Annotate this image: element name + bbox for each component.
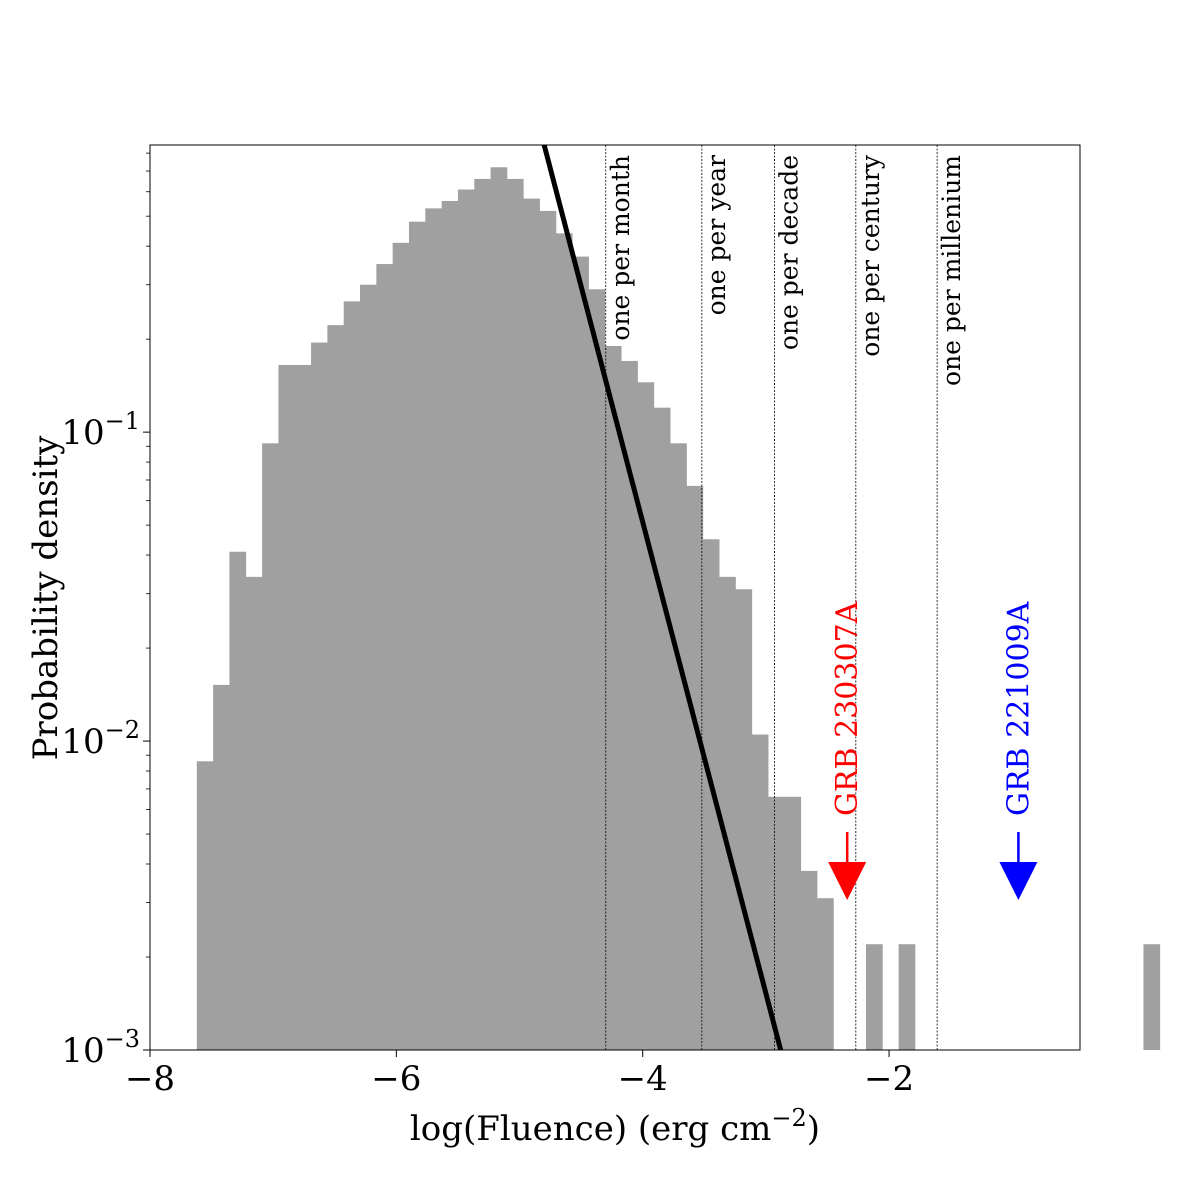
histogram-bar xyxy=(670,443,687,1050)
histogram-bar xyxy=(719,576,736,1050)
x-axis-label: log(Fluence) (erg cm−2) xyxy=(410,1104,820,1149)
x-axis: −8 −6 −4 −2 xyxy=(125,1050,914,1099)
grb-label: GRB 230307A xyxy=(830,601,865,816)
histogram-bar xyxy=(196,761,214,1050)
y-axis-label: Probability density xyxy=(26,435,66,760)
power-law-fit xyxy=(541,144,784,1051)
arrow-head-icon xyxy=(999,862,1038,900)
histogram-bar xyxy=(653,407,671,1050)
histogram-bar xyxy=(392,242,410,1050)
histogram-bar xyxy=(539,210,557,1050)
histogram-bar xyxy=(555,233,573,1051)
histogram-bar xyxy=(817,898,834,1050)
histogram-bar xyxy=(686,485,704,1050)
rate-lines: one per month one per year one per decade o… xyxy=(605,145,966,1050)
histogram-bar xyxy=(572,256,589,1051)
grb-label: GRB 221009A xyxy=(1001,601,1036,816)
grb-annotations: GRB 230307A GRB 221009A xyxy=(828,601,1038,900)
histogram-bar xyxy=(294,364,312,1050)
histogram-bar xyxy=(311,342,328,1050)
histogram-bar xyxy=(278,364,296,1050)
rate-line-label: one per century xyxy=(856,154,885,357)
histogram-bar xyxy=(865,944,883,1050)
histogram-bar xyxy=(800,870,818,1050)
rate-line-label: one per millenium xyxy=(937,155,966,386)
histogram-bar xyxy=(523,198,540,1051)
histogram-bar xyxy=(768,796,785,1050)
histogram-bar xyxy=(588,289,606,1050)
arrow-head-icon xyxy=(828,862,867,900)
histogram-bar xyxy=(441,200,459,1051)
histogram-bar xyxy=(457,189,475,1050)
histogram-bar xyxy=(898,944,916,1050)
histogram-bar xyxy=(735,589,753,1050)
histogram-bar xyxy=(343,301,361,1050)
histogram-bar xyxy=(408,221,426,1051)
y-tick-label: 10−1 xyxy=(61,407,140,453)
rate-line-label: one per month xyxy=(606,155,635,341)
histogram-bar xyxy=(621,360,638,1050)
y-tick-label: 10−2 xyxy=(61,716,140,762)
histogram-bar xyxy=(506,178,524,1050)
histogram-bar xyxy=(425,208,443,1050)
x-tick-label: −4 xyxy=(618,1059,668,1099)
power-law-line xyxy=(541,144,784,1051)
rate-line-label: one per year xyxy=(702,155,731,315)
histogram-bar xyxy=(360,284,377,1051)
histogram-bar xyxy=(474,178,491,1050)
histogram-bar xyxy=(245,576,263,1050)
histogram-bars xyxy=(196,167,1161,1051)
histogram-bar xyxy=(490,167,508,1050)
x-tick-label: −2 xyxy=(864,1059,914,1099)
histogram-bar xyxy=(784,796,802,1050)
x-tick-label: −6 xyxy=(371,1059,421,1099)
y-tick-label: 10−3 xyxy=(61,1025,140,1071)
histogram-bar xyxy=(604,346,622,1050)
histogram-bar xyxy=(213,684,230,1050)
x-tick-label: −8 xyxy=(125,1059,175,1099)
y-axis: 10−1 10−2 10−3 xyxy=(61,152,150,1071)
histogram-bar xyxy=(327,325,345,1050)
plot-frame xyxy=(149,144,1081,1051)
histogram-bar xyxy=(229,551,247,1050)
rate-line-label: one per decade xyxy=(775,155,804,350)
histogram-bar xyxy=(376,264,394,1050)
histogram-bar xyxy=(262,443,279,1050)
histogram-bar xyxy=(637,382,655,1050)
histogram-bar xyxy=(702,539,720,1050)
histogram-bar xyxy=(1143,944,1161,1050)
histogram-bar xyxy=(751,734,769,1050)
